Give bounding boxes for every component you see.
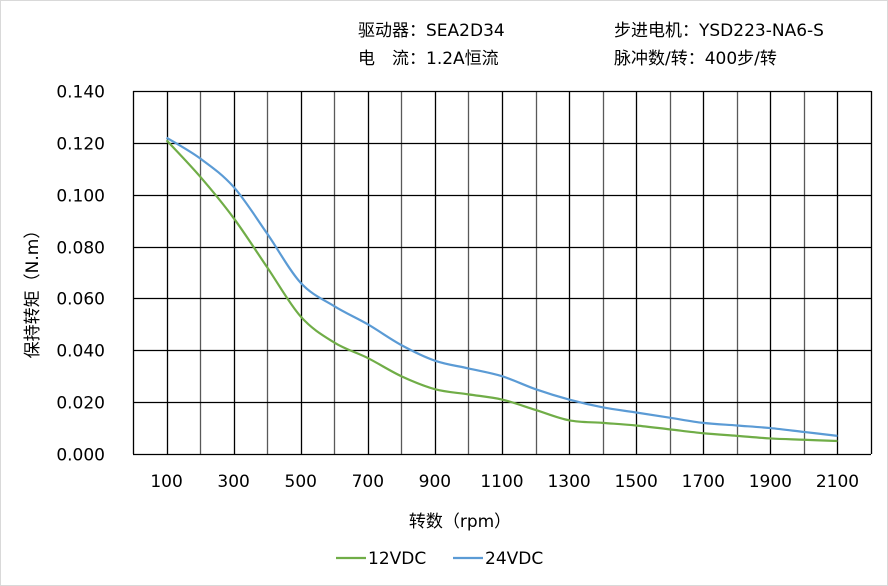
motor-label: 步进电机：YSD223-NA6-S xyxy=(614,21,824,41)
x-tick-label: 1100 xyxy=(480,472,523,492)
x-tick-label: 300 xyxy=(217,472,249,492)
legend-label-24vdc: 24VDC xyxy=(485,549,543,569)
y-axis-label: 保持转矩（N.m） xyxy=(23,222,43,359)
x-tick-label: 100 xyxy=(150,472,182,492)
driver-label: 驱动器：SEA2D34 xyxy=(358,21,505,41)
y-tick-label: 0.080 xyxy=(56,239,105,259)
x-tick-label: 900 xyxy=(419,472,451,492)
legend: 12VDC 24VDC xyxy=(336,549,543,569)
pulses-label: 脉冲数/转：400步/转 xyxy=(614,49,777,69)
x-tick-label: 1700 xyxy=(682,472,725,492)
y-tick-label: 0.020 xyxy=(56,394,105,414)
x-tick-label: 2100 xyxy=(816,472,859,492)
y-tick-label: 0.100 xyxy=(56,187,105,207)
x-tick-label: 1900 xyxy=(749,472,792,492)
legend-label-12vdc: 12VDC xyxy=(368,549,426,569)
x-tick-label: 700 xyxy=(352,472,384,492)
series-line-12vdc xyxy=(165,139,838,443)
x-tick-label: 1500 xyxy=(615,472,658,492)
x-axis-label: 转数（rpm） xyxy=(409,512,511,532)
x-tick-label: 1300 xyxy=(547,472,590,492)
y-tick-label: 0.000 xyxy=(56,446,105,466)
y-tick-label: 0.060 xyxy=(56,290,105,310)
series-line-24vdc xyxy=(165,136,838,437)
x-tick-label: 500 xyxy=(285,472,317,492)
y-tick-label: 0.120 xyxy=(56,135,105,155)
current-label: 电 流：1.2A恒流 xyxy=(358,49,499,69)
y-tick-label: 0.040 xyxy=(56,342,105,362)
y-tick-label: 0.140 xyxy=(56,83,105,103)
